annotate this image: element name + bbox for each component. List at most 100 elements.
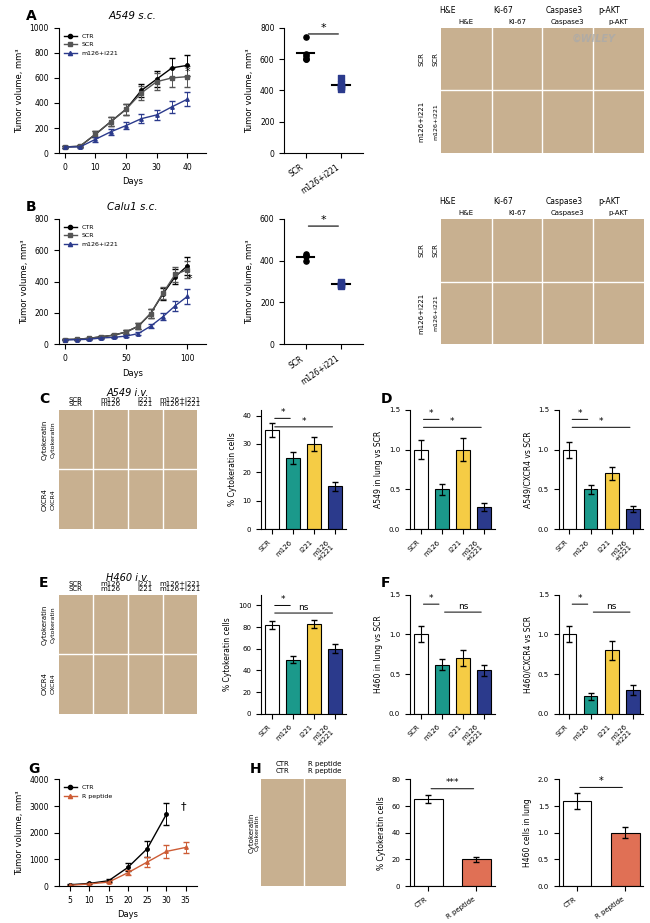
Text: Cytokeratin: Cytokeratin: [42, 419, 47, 460]
Text: i221: i221: [138, 585, 153, 592]
Text: †: †: [181, 801, 187, 810]
Text: Ki-67: Ki-67: [508, 18, 526, 25]
Text: m126+i221: m126+i221: [159, 585, 201, 592]
Text: Caspase3: Caspase3: [551, 18, 584, 25]
Bar: [307, 444, 321, 529]
Text: Cytokeratin: Cytokeratin: [254, 814, 259, 851]
Text: *: *: [450, 417, 454, 426]
Text: p-AKT: p-AKT: [598, 6, 619, 15]
Text: ***: ***: [446, 778, 459, 787]
Text: CXCR4: CXCR4: [42, 487, 47, 510]
Bar: [626, 509, 640, 529]
Text: SCR: SCR: [419, 243, 425, 258]
Text: CXCR4: CXCR4: [50, 489, 55, 509]
Text: ns: ns: [606, 602, 617, 611]
Y-axis label: A549/CXCR4 vs SCR: A549/CXCR4 vs SCR: [523, 431, 532, 508]
Text: *: *: [302, 417, 306, 426]
Text: m126: m126: [101, 581, 121, 587]
Text: p-AKT: p-AKT: [608, 18, 628, 25]
Y-axis label: H460/CXCR4 vs SCR: H460/CXCR4 vs SCR: [523, 616, 532, 693]
Bar: [604, 650, 619, 713]
Text: *: *: [599, 417, 603, 426]
Text: Ki-67: Ki-67: [493, 197, 514, 206]
Text: F: F: [380, 577, 390, 591]
Text: m126+i221: m126+i221: [433, 294, 438, 331]
Text: p-AKT: p-AKT: [598, 197, 619, 206]
Y-axis label: Tumor volume, mm³: Tumor volume, mm³: [20, 239, 29, 324]
Point: [336, 81, 346, 96]
Text: SCR: SCR: [69, 401, 83, 407]
Legend: CTR, R peptide: CTR, R peptide: [62, 783, 114, 801]
Text: CXCR4: CXCR4: [50, 674, 55, 694]
Text: *: *: [599, 776, 603, 786]
Text: SCR: SCR: [433, 52, 439, 66]
X-axis label: Days: Days: [118, 910, 138, 919]
Bar: [562, 634, 577, 713]
Text: Cytokeratin: Cytokeratin: [50, 421, 55, 458]
Text: ©WILEY: ©WILEY: [572, 33, 616, 43]
Text: CTR: CTR: [276, 761, 289, 767]
Bar: [562, 801, 592, 886]
Bar: [286, 660, 300, 713]
Point: [336, 277, 346, 292]
Y-axis label: Tumor volume, mm³: Tumor volume, mm³: [15, 48, 24, 133]
Point: [300, 49, 311, 64]
Text: m126: m126: [101, 585, 121, 592]
Legend: CTR, SCR, m126+i221: CTR, SCR, m126+i221: [62, 30, 121, 58]
Bar: [477, 507, 491, 529]
Text: *: *: [280, 408, 285, 417]
Text: H: H: [250, 762, 261, 776]
Bar: [562, 450, 577, 529]
Y-axis label: Tumor volume, mm³: Tumor volume, mm³: [245, 239, 254, 324]
Text: *: *: [185, 67, 190, 78]
X-axis label: Days: Days: [122, 368, 142, 378]
Title: A549 s.c.: A549 s.c.: [108, 11, 156, 21]
Text: i221: i221: [138, 397, 153, 402]
Point: [336, 78, 346, 93]
Text: m126: m126: [101, 397, 121, 402]
Point: [300, 52, 311, 66]
Bar: [604, 473, 619, 529]
Y-axis label: Tumor volume, mm³: Tumor volume, mm³: [15, 790, 23, 875]
Text: Cytokeratin: Cytokeratin: [248, 812, 254, 853]
Text: D: D: [380, 391, 392, 406]
Point: [300, 253, 311, 268]
Bar: [286, 458, 300, 529]
Text: *: *: [578, 594, 582, 603]
Text: G: G: [28, 762, 40, 776]
Text: m126+i221: m126+i221: [419, 102, 425, 142]
Y-axis label: % Cytokeratin cells: % Cytokeratin cells: [376, 796, 385, 869]
X-axis label: Days: Days: [122, 177, 142, 186]
Text: m126+i221: m126+i221: [159, 401, 201, 407]
Text: SCR: SCR: [69, 585, 83, 592]
Bar: [414, 634, 428, 713]
Text: m126+i221: m126+i221: [159, 397, 201, 402]
Text: B: B: [26, 200, 36, 214]
Y-axis label: H460 cells in lung: H460 cells in lung: [523, 798, 532, 867]
Text: m126+i221: m126+i221: [159, 581, 201, 587]
Bar: [435, 665, 448, 713]
Bar: [456, 658, 470, 713]
Legend: CTR, SCR, m126+i221: CTR, SCR, m126+i221: [62, 222, 121, 249]
Bar: [307, 624, 321, 713]
Text: Caspase3: Caspase3: [545, 6, 582, 15]
Text: *: *: [578, 409, 582, 418]
Text: H&E: H&E: [459, 210, 474, 216]
Text: *: *: [320, 215, 326, 224]
Text: *: *: [320, 23, 326, 33]
Text: Ki-67: Ki-67: [493, 6, 514, 15]
Text: *: *: [280, 595, 285, 605]
Bar: [584, 696, 597, 713]
Point: [300, 52, 311, 66]
Bar: [477, 670, 491, 713]
Text: m126: m126: [101, 401, 121, 407]
Text: Ki-67: Ki-67: [508, 210, 526, 216]
Bar: [584, 489, 597, 529]
Text: H&E: H&E: [459, 18, 474, 25]
Text: CXCR4: CXCR4: [42, 673, 47, 695]
Text: R peptide: R peptide: [308, 761, 341, 767]
Text: SCR: SCR: [419, 52, 425, 66]
Text: C: C: [39, 391, 49, 406]
Text: SCR: SCR: [69, 581, 83, 587]
Bar: [435, 489, 448, 529]
